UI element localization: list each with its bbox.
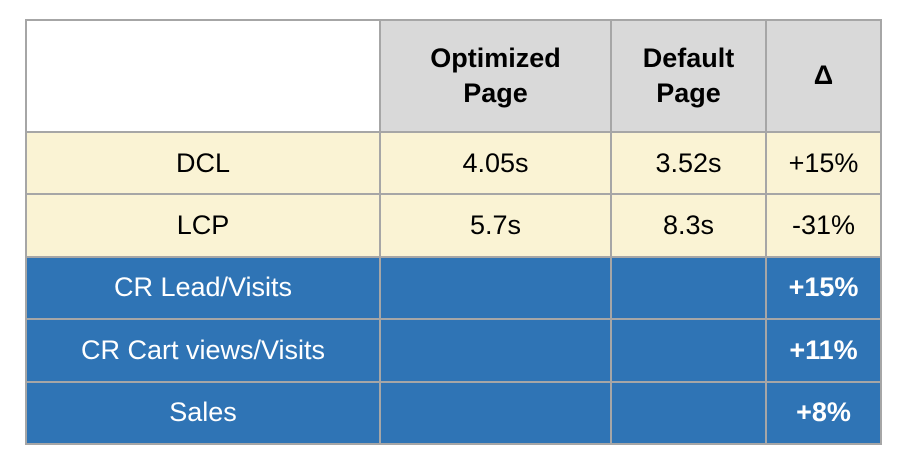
row-label-sales: Sales xyxy=(25,380,381,445)
col-header-delta: Δ xyxy=(765,19,882,133)
row-label-lcp: LCP xyxy=(25,193,381,258)
table-row-sales: Sales +8% xyxy=(25,380,882,445)
cell-cr-cart-default xyxy=(610,318,767,383)
cell-dcl-default: 3.52s xyxy=(610,130,767,196)
cell-sales-delta: +8% xyxy=(765,380,882,445)
table-row-cr-cart-views-visits: CR Cart views/Visits +11% xyxy=(25,318,882,383)
row-label-cr-cart-views-visits: CR Cart views/Visits xyxy=(25,318,381,383)
cell-cr-cart-delta: +11% xyxy=(765,318,882,383)
table-row-cr-lead-visits: CR Lead/Visits +15% xyxy=(25,255,882,321)
cell-dcl-optimized: 4.05s xyxy=(379,130,612,196)
row-label-dcl: DCL xyxy=(25,130,381,196)
cell-sales-optimized xyxy=(379,380,612,445)
cell-cr-lead-delta: +15% xyxy=(765,255,882,321)
cell-cr-lead-default xyxy=(610,255,767,321)
cell-lcp-delta: -31% xyxy=(765,193,882,258)
row-label-cr-lead-visits: CR Lead/Visits xyxy=(25,255,381,321)
col-header-optimized-page: Optimized Page xyxy=(379,19,612,133)
table-row-lcp: LCP 5.7s 8.3s -31% xyxy=(25,193,882,258)
table-header-row: Optimized Page Default Page Δ xyxy=(25,19,882,133)
metrics-comparison-table: Optimized Page Default Page Δ DCL 4.05s … xyxy=(25,19,882,445)
cell-cr-lead-optimized xyxy=(379,255,612,321)
cell-lcp-default: 8.3s xyxy=(610,193,767,258)
table-row-dcl: DCL 4.05s 3.52s +15% xyxy=(25,130,882,196)
cell-sales-default xyxy=(610,380,767,445)
col-header-default-page: Default Page xyxy=(610,19,767,133)
cell-lcp-optimized: 5.7s xyxy=(379,193,612,258)
cell-cr-cart-optimized xyxy=(379,318,612,383)
cell-dcl-delta: +15% xyxy=(765,130,882,196)
corner-cell xyxy=(25,19,381,133)
